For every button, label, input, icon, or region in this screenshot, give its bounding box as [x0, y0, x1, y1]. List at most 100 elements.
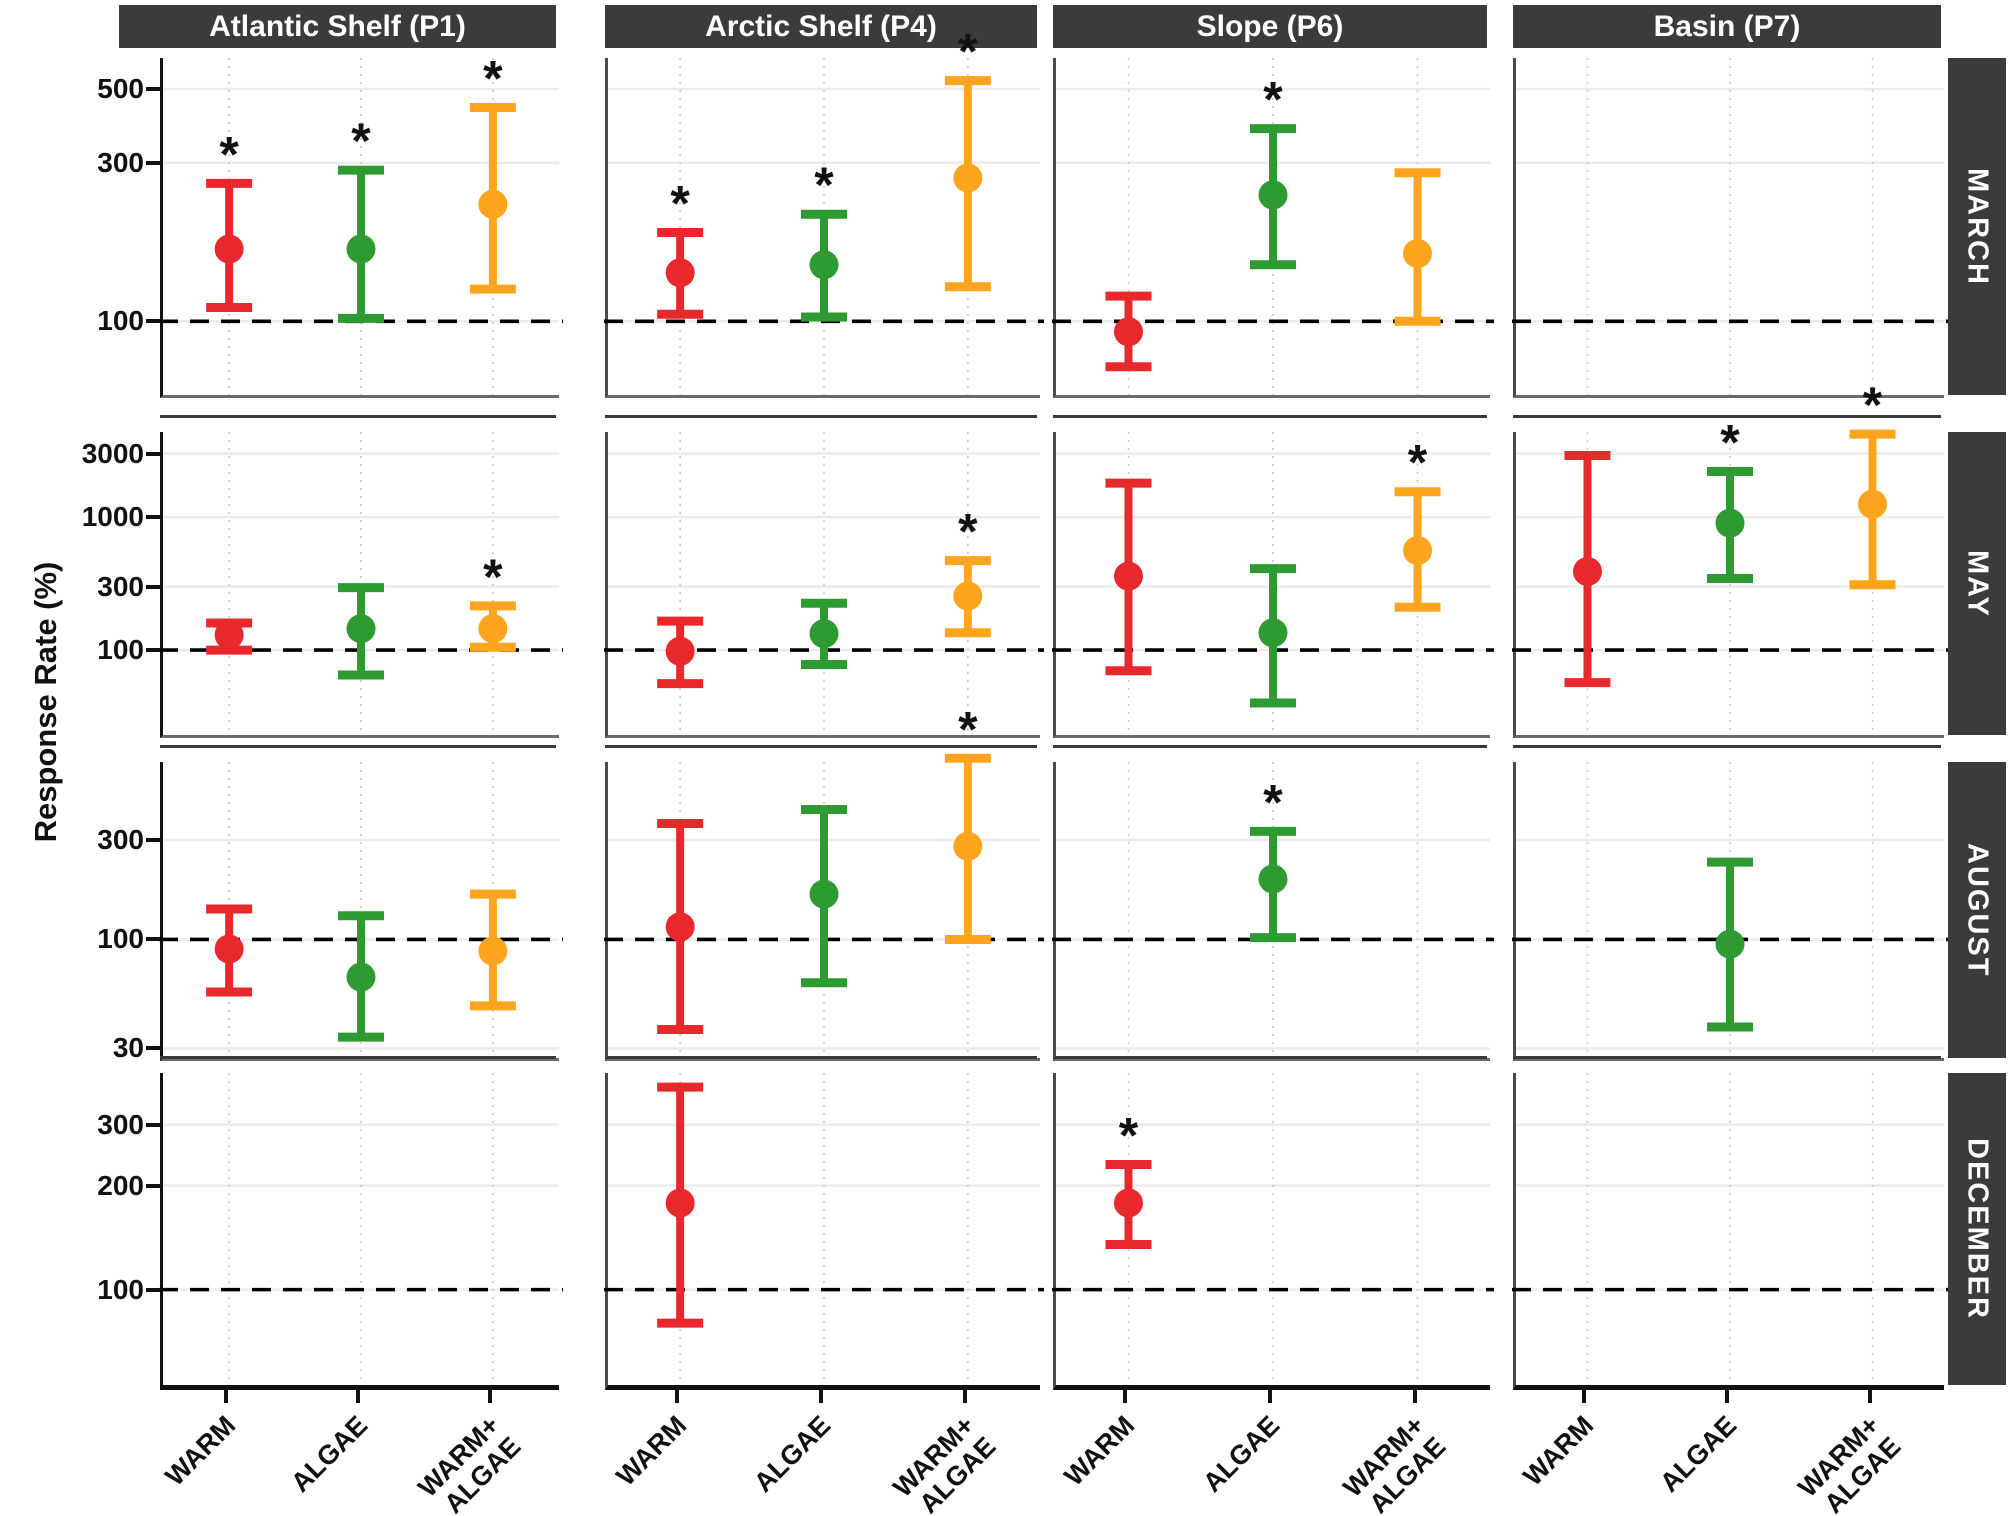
significance-star: * — [958, 701, 978, 757]
significance-star: * — [219, 126, 239, 182]
y-tick-mark — [146, 1122, 160, 1127]
facet-gap-line — [1513, 415, 1941, 418]
y-tick-mark — [146, 451, 160, 456]
y-tick-mark — [146, 87, 160, 92]
panel-MARCH-P7 — [1512, 58, 1948, 398]
row-label-DECEMBER: DECEMBER — [1948, 1073, 2006, 1385]
panel-MARCH-P4: * * * — [604, 24, 1044, 398]
x-tick-mark — [1867, 1388, 1872, 1403]
x-category-label-ALGAE: ALGAE — [1654, 1410, 1743, 1499]
x-category-label-WARM: WARM — [1059, 1410, 1141, 1492]
x-tick-mark — [1725, 1388, 1729, 1403]
y-tick-label: 300 — [97, 1108, 144, 1140]
significance-star: * — [1263, 72, 1283, 128]
y-tick-mark — [146, 1046, 160, 1051]
y-tick-label: 100 — [97, 305, 144, 337]
panel-MAY-P6: * — [1052, 432, 1494, 738]
y-tick-label: 3000 — [81, 437, 144, 469]
significance-star: * — [1119, 1108, 1139, 1164]
y-tick-label: 100 — [97, 634, 144, 666]
y-tick-label: 100 — [97, 1273, 144, 1305]
panel-DECEMBER-P1 — [159, 1073, 563, 1390]
x-tick-mark — [819, 1388, 823, 1403]
y-tick-label: 300 — [97, 823, 144, 855]
row-label-MARCH: MARCH — [1948, 58, 2006, 395]
y-tick-mark — [146, 1287, 160, 1292]
significance-star: * — [1863, 377, 1883, 433]
y-tick-mark — [146, 319, 160, 324]
panel-MAY-P1: * — [159, 432, 563, 738]
panel-AUGUST-P7 — [1512, 762, 1948, 1061]
significance-star: * — [1263, 774, 1283, 830]
y-tick-mark — [146, 648, 160, 653]
significance-star: * — [351, 113, 371, 169]
y-tick-label: 300 — [97, 146, 144, 178]
column-header-P7: Basin (P7) — [1513, 5, 1941, 48]
y-tick-label: 1000 — [81, 501, 144, 533]
y-tick-label: 300 — [97, 570, 144, 602]
y-tick-label: 100 — [97, 923, 144, 955]
column-header-P4: Arctic Shelf (P4) — [605, 5, 1037, 48]
x-category-label-WARM+ALGAE: WARM+ ALGAE — [412, 1410, 527, 1516]
panel-AUGUST-P1 — [159, 762, 563, 1061]
x-category-label-WARM: WARM — [1518, 1410, 1600, 1492]
x-category-label-WARM+ALGAE: WARM+ ALGAE — [1336, 1410, 1451, 1516]
facet-gap-line — [1513, 745, 1941, 748]
row-label-AUGUST: AUGUST — [1948, 762, 2006, 1058]
panel-DECEMBER-P4 — [604, 1073, 1044, 1390]
x-tick-mark — [1582, 1388, 1587, 1403]
y-tick-mark — [146, 937, 160, 942]
x-category-label-WARM+ALGAE: WARM+ ALGAE — [887, 1410, 1002, 1516]
facet-gap-line — [1053, 415, 1487, 418]
facet-gap-line — [160, 1056, 556, 1059]
y-tick-mark — [146, 837, 160, 842]
row-label-MAY: MAY — [1948, 432, 2006, 735]
significance-star: * — [483, 549, 503, 605]
x-tick-mark — [224, 1388, 229, 1403]
x-category-label-ALGAE: ALGAE — [748, 1410, 837, 1499]
y-tick-label: 200 — [97, 1169, 144, 1201]
facet-gap-line — [160, 745, 556, 748]
y-tick-mark — [146, 515, 160, 520]
panel-MAY-P7: * * — [1512, 377, 1948, 738]
significance-star: * — [958, 504, 978, 560]
x-category-label-WARM: WARM — [610, 1410, 693, 1492]
x-tick-mark — [1123, 1388, 1128, 1403]
panel-AUGUST-P4: * — [604, 701, 1044, 1061]
y-tick-label: 30 — [112, 1032, 144, 1064]
y-tick-label: 500 — [97, 73, 144, 105]
x-tick-mark — [487, 1388, 492, 1403]
panel-DECEMBER-P6: * — [1052, 1073, 1494, 1390]
y-tick-mark — [146, 584, 160, 589]
facet-gap-line — [605, 415, 1037, 418]
panel-AUGUST-P6: * — [1052, 762, 1494, 1061]
significance-star: * — [814, 157, 834, 213]
x-tick-mark — [356, 1388, 360, 1403]
facet-gap-line — [1053, 1056, 1487, 1059]
y-tick-mark — [146, 1183, 160, 1188]
x-tick-mark — [675, 1388, 680, 1403]
x-tick-mark — [962, 1388, 967, 1403]
significance-star: * — [670, 176, 690, 232]
facet-gap-line — [1513, 1056, 1941, 1059]
column-header-P1: Atlantic Shelf (P1) — [119, 5, 556, 48]
facet-gap-line — [605, 1056, 1037, 1059]
x-tick-mark — [1268, 1388, 1272, 1403]
x-category-label-WARM: WARM — [159, 1410, 242, 1492]
facet-gap-line — [160, 415, 556, 418]
panel-MARCH-P6: * — [1052, 58, 1494, 398]
panel-DECEMBER-P7 — [1512, 1073, 1948, 1390]
significance-star: * — [958, 24, 978, 80]
panel-MAY-P4: * — [604, 432, 1044, 738]
significance-star: * — [1720, 415, 1740, 471]
facet-gap-line — [605, 745, 1037, 748]
y-tick-mark — [146, 160, 160, 165]
significance-star: * — [1408, 435, 1428, 491]
x-tick-mark — [1412, 1388, 1417, 1403]
panel-MARCH-P1: * * * — [159, 50, 563, 398]
x-category-label-WARM+ALGAE: WARM+ ALGAE — [1791, 1410, 1906, 1516]
column-header-P6: Slope (P6) — [1053, 5, 1487, 48]
x-category-label-ALGAE: ALGAE — [1197, 1410, 1286, 1499]
x-category-label-ALGAE: ALGAE — [285, 1410, 374, 1499]
